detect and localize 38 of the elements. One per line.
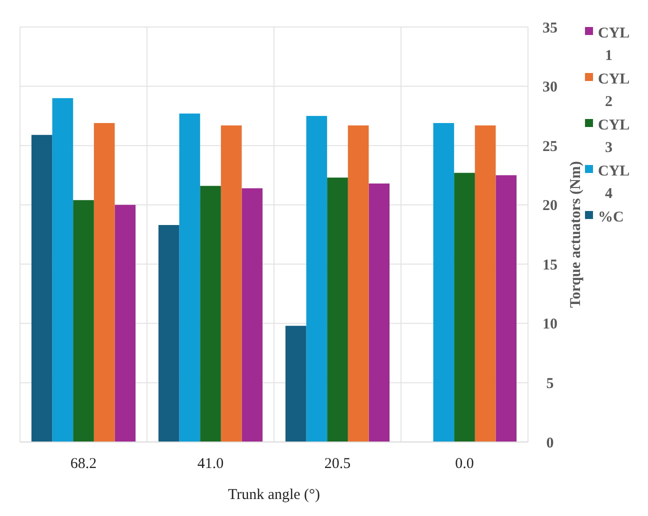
bar [368, 184, 390, 442]
legend-label: CYL 3 [598, 117, 630, 156]
y-tick-label: 20 [542, 198, 558, 214]
y-tick-label: 10 [542, 316, 558, 333]
x-axis-title: Trunk angle (°) [228, 487, 320, 503]
y-tick-label: 15 [542, 257, 558, 274]
x-tick-label: 41.0 [197, 456, 224, 472]
bar [73, 200, 94, 442]
bar [496, 175, 517, 442]
bar [94, 123, 115, 442]
bar [433, 123, 454, 442]
bar [454, 172, 475, 442]
y-tick-label: 35 [542, 20, 558, 36]
bar [52, 98, 74, 442]
bar [158, 225, 180, 442]
bar [285, 326, 306, 442]
y-tick-label: 30 [542, 80, 558, 96]
bar [179, 114, 200, 442]
legend-label: CYL 2 [598, 71, 630, 110]
bar [348, 125, 369, 442]
y-tick-label: 0 [546, 435, 554, 452]
bar [327, 178, 348, 442]
bar [306, 116, 328, 442]
bar [31, 134, 52, 442]
x-tick-label: 0.0 [455, 456, 474, 472]
y-tick-label: 25 [542, 138, 558, 155]
bar [114, 204, 136, 442]
bar [474, 125, 496, 442]
y-axis-title: Torque actuators (Nm) [568, 161, 584, 308]
bar [220, 125, 242, 442]
y-tick-label: 5 [546, 376, 554, 392]
legend-label: CYL 1 [598, 25, 630, 64]
x-tick-label: 20.5 [324, 456, 351, 472]
bar [242, 188, 263, 442]
legend-label: CYL 4 [598, 163, 630, 202]
legend-label: %C [598, 209, 624, 226]
x-tick-label: 68.2 [70, 456, 97, 472]
bar [200, 186, 221, 442]
